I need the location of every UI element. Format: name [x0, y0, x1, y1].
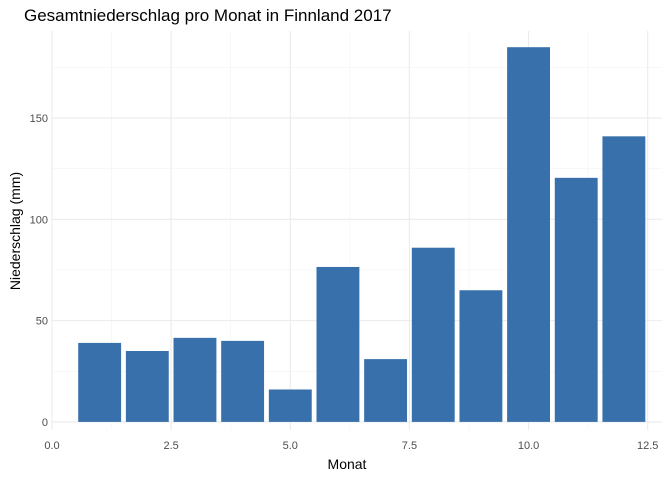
bar-month-3 [173, 337, 217, 422]
x-tick-label: 0.0 [44, 440, 59, 452]
y-tick-label: 0 [42, 417, 48, 429]
y-tick-label: 150 [30, 113, 48, 125]
x-tick-label: 10.0 [518, 440, 539, 452]
bar-month-12 [602, 136, 646, 422]
x-tick-label: 2.5 [163, 440, 178, 452]
bar-month-8 [411, 247, 455, 422]
tick-labels-layer: 0.0 2.5 5.0 7.5 10.0 12.5 0 50 100 150 [30, 113, 659, 452]
bar-month-9 [459, 290, 503, 422]
bar-month-11 [554, 177, 598, 422]
bar-month-6 [316, 266, 360, 422]
bar-month-5 [268, 389, 312, 422]
y-axis-title: Niederschlag (mm) [7, 172, 23, 290]
chart-title: Gesamtniederschlag pro Monat in Finnland… [24, 6, 392, 25]
y-tick-label: 100 [30, 214, 48, 226]
x-tick-label: 7.5 [402, 440, 417, 452]
x-tick-label: 12.5 [637, 440, 658, 452]
x-axis-title: Monat [328, 456, 367, 472]
x-tick-label: 5.0 [283, 440, 298, 452]
bar-month-10 [507, 47, 551, 422]
bar-month-1 [78, 342, 122, 422]
y-tick-label: 50 [36, 316, 48, 328]
bars-layer [78, 47, 646, 422]
bar-month-2 [125, 351, 169, 422]
bar-month-7 [364, 359, 408, 422]
bar-month-4 [221, 340, 265, 422]
